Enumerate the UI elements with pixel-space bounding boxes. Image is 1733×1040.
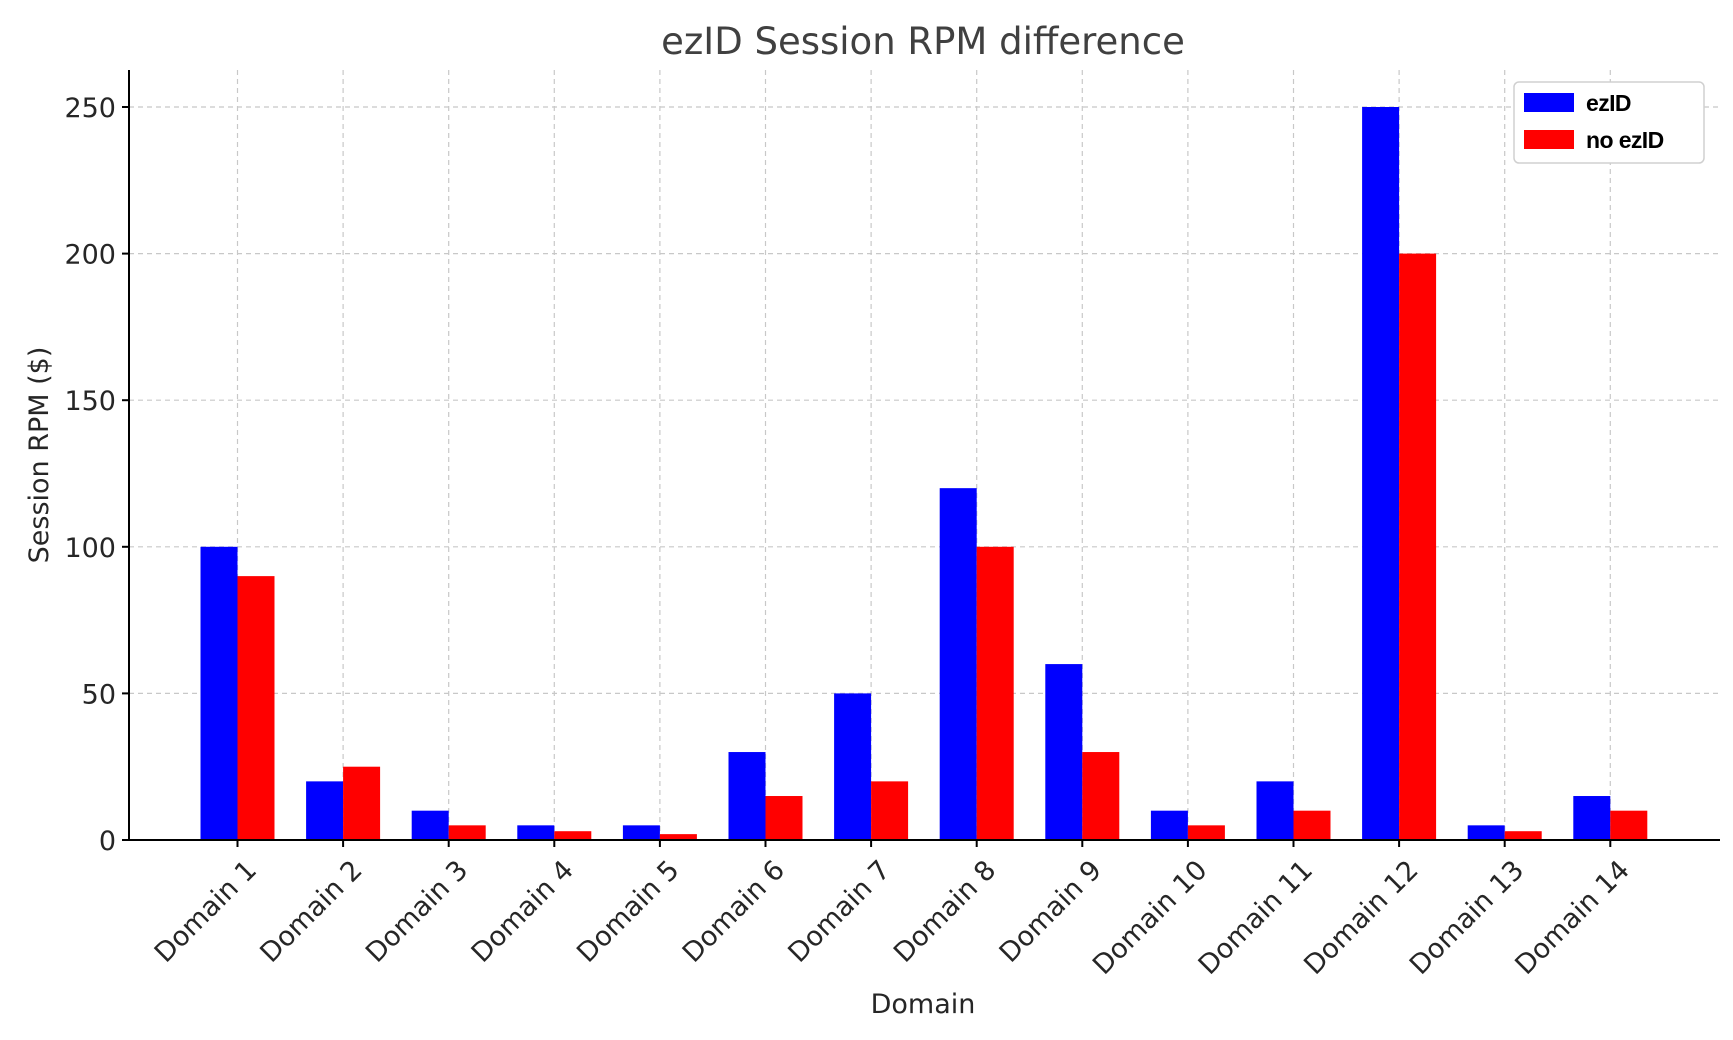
y-tick-label-150: 150 bbox=[64, 386, 116, 417]
bar-no-ezid-domain-7 bbox=[871, 781, 909, 840]
x-tick-label-domain-6: Domain 6 bbox=[677, 855, 791, 969]
legend-label-no-ezid: no ezID bbox=[1586, 127, 1664, 153]
bar-ezid-domain-9 bbox=[1045, 664, 1083, 840]
legend-label-ezid: ezID bbox=[1586, 90, 1631, 116]
bars bbox=[200, 107, 1648, 841]
bar-no-ezid-domain-11 bbox=[1293, 810, 1331, 840]
bar-ezid-domain-5 bbox=[622, 825, 660, 840]
grid-lines bbox=[129, 70, 1720, 840]
x-axis-label: Domain bbox=[871, 989, 976, 1020]
bar-no-ezid-domain-9 bbox=[1082, 752, 1120, 840]
bar-ezid-domain-2 bbox=[306, 781, 344, 840]
axes bbox=[128, 70, 1720, 841]
bar-ezid-domain-4 bbox=[517, 825, 555, 840]
legend: ezID no ezID bbox=[1513, 81, 1705, 164]
bar-ezid-domain-3 bbox=[411, 810, 449, 840]
legend-swatch-ezid bbox=[1524, 93, 1574, 112]
bar-no-ezid-domain-12 bbox=[1399, 253, 1437, 841]
y-axis-label: Session RPM ($) bbox=[24, 347, 55, 564]
bar-no-ezid-domain-5 bbox=[659, 834, 697, 840]
x-tick-label-domain-14: Domain 14 bbox=[1509, 855, 1635, 981]
y-tick-label-100: 100 bbox=[64, 533, 116, 564]
bar-ezid-domain-14 bbox=[1573, 796, 1611, 840]
chart-title: ezID Session RPM difference bbox=[661, 20, 1185, 63]
bar-ezid-domain-11 bbox=[1256, 781, 1294, 840]
bar-ezid-domain-10 bbox=[1150, 810, 1188, 840]
bar-ezid-domain-13 bbox=[1467, 825, 1505, 840]
bar-no-ezid-domain-3 bbox=[448, 825, 486, 840]
bar-no-ezid-domain-4 bbox=[554, 831, 592, 840]
y-tick-label-250: 250 bbox=[64, 93, 116, 124]
bar-ezid-domain-12 bbox=[1362, 107, 1400, 840]
x-tick-label-domain-5: Domain 5 bbox=[571, 855, 685, 969]
y-tick-label-0: 0 bbox=[99, 826, 116, 857]
bar-ezid-domain-8 bbox=[939, 488, 977, 840]
bar-no-ezid-domain-8 bbox=[976, 546, 1014, 840]
x-tick-label-domain-7: Domain 7 bbox=[782, 855, 896, 969]
x-tick-label-domain-9: Domain 9 bbox=[994, 855, 1108, 969]
x-tick-label-domain-1: Domain 1 bbox=[149, 855, 263, 969]
x-tick-label-domain-3: Domain 3 bbox=[360, 855, 474, 969]
y-ticks: 0 50 100 150 200 250 bbox=[64, 93, 129, 857]
bar-no-ezid-domain-13 bbox=[1504, 831, 1542, 840]
y-tick-label-200: 200 bbox=[64, 240, 116, 271]
bar-no-ezid-domain-10 bbox=[1187, 825, 1225, 840]
bar-no-ezid-domain-1 bbox=[237, 576, 275, 840]
y-tick-label-50: 50 bbox=[82, 679, 116, 710]
bar-no-ezid-domain-2 bbox=[343, 766, 381, 840]
x-tick-label-domain-2: Domain 2 bbox=[254, 855, 368, 969]
bar-no-ezid-domain-6 bbox=[765, 796, 803, 840]
bar-ezid-domain-7 bbox=[834, 693, 872, 840]
x-tick-label-domain-8: Domain 8 bbox=[888, 855, 1002, 969]
x-tick-label-domain-4: Domain 4 bbox=[466, 855, 580, 969]
bar-ezid-domain-6 bbox=[728, 752, 766, 840]
bar-ezid-domain-1 bbox=[200, 546, 238, 840]
bar-no-ezid-domain-14 bbox=[1610, 810, 1648, 840]
legend-swatch-no-ezid bbox=[1524, 130, 1574, 149]
